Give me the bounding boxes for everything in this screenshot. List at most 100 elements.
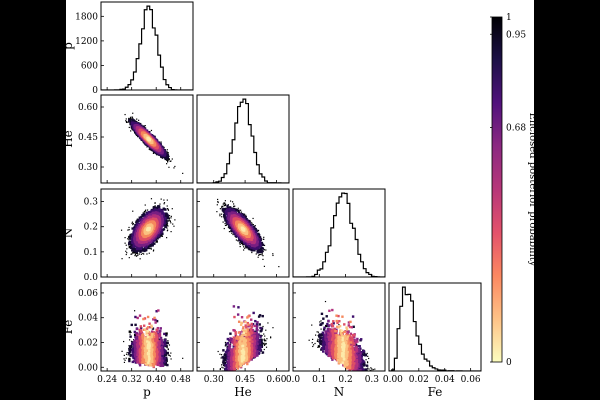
density-point xyxy=(224,222,226,225)
density-point xyxy=(136,118,138,120)
density-point xyxy=(138,219,142,223)
density-point xyxy=(137,252,139,254)
density-point xyxy=(171,158,173,160)
density-point xyxy=(232,210,236,213)
density-point xyxy=(125,244,127,246)
density-point xyxy=(170,160,172,162)
density-point xyxy=(272,254,274,257)
y-tick-label: 0 xyxy=(92,86,98,96)
density-point xyxy=(257,233,261,237)
density-point xyxy=(231,232,233,234)
density-point xyxy=(132,129,134,131)
density-point xyxy=(221,213,223,215)
density-point xyxy=(231,201,234,203)
density-point xyxy=(222,203,224,205)
density-point xyxy=(159,203,161,205)
density-point xyxy=(237,209,240,213)
y-tick-label: 0.30 xyxy=(78,163,98,173)
density-point xyxy=(146,209,149,211)
density-point xyxy=(244,215,247,219)
density-point xyxy=(168,158,170,161)
density-point xyxy=(161,209,164,213)
density-point xyxy=(163,146,165,148)
density-point xyxy=(242,246,245,248)
density-point xyxy=(125,118,127,120)
density-point xyxy=(245,214,247,216)
panel-frame xyxy=(100,94,194,184)
density-point xyxy=(216,204,218,206)
density-point xyxy=(260,253,262,256)
density-point xyxy=(260,250,263,253)
density-point xyxy=(127,120,130,123)
density-point xyxy=(163,207,166,211)
density-point xyxy=(163,199,165,201)
density-point xyxy=(170,222,172,224)
density-point xyxy=(134,242,137,245)
density-point xyxy=(219,213,221,215)
density-point xyxy=(168,158,170,160)
density-point xyxy=(249,245,252,248)
density-point xyxy=(166,149,168,151)
density-point xyxy=(133,240,137,244)
density-point xyxy=(170,215,172,217)
density-point xyxy=(147,137,150,141)
density-point xyxy=(166,199,168,201)
density-point xyxy=(138,119,140,121)
density-point xyxy=(131,227,134,230)
density-point xyxy=(136,227,139,231)
density-point xyxy=(224,202,226,204)
density-point xyxy=(243,249,245,251)
density-point xyxy=(237,240,239,242)
density-point xyxy=(146,253,148,255)
panel-He-He xyxy=(196,94,290,184)
density-point xyxy=(136,219,138,221)
density-point xyxy=(150,129,153,132)
density-point xyxy=(140,215,143,219)
density-point xyxy=(251,222,253,224)
density-point xyxy=(229,200,232,202)
density-point xyxy=(226,206,230,210)
density-point xyxy=(130,253,132,255)
panel-frame xyxy=(100,1,194,91)
density-point xyxy=(171,208,173,210)
density-point xyxy=(157,235,160,238)
density-point xyxy=(140,253,143,255)
density-point xyxy=(128,257,130,259)
density-point xyxy=(234,205,236,207)
density-point xyxy=(144,210,146,212)
y-tick-label: 0.3 xyxy=(84,198,99,208)
density-point xyxy=(167,229,169,231)
density-point xyxy=(223,207,226,211)
density-point xyxy=(238,242,241,244)
density-point xyxy=(128,126,130,129)
density-point xyxy=(130,118,132,120)
density-point xyxy=(170,231,172,233)
density-point xyxy=(165,223,168,227)
density-point xyxy=(223,216,227,220)
density-point xyxy=(217,201,219,204)
density-point xyxy=(272,253,274,255)
density-point xyxy=(136,226,140,229)
density-point xyxy=(254,231,257,234)
density-point xyxy=(163,223,166,227)
density-point xyxy=(263,244,266,247)
y-tick-label: 1800 xyxy=(75,12,98,22)
density-point xyxy=(258,232,260,234)
density-point xyxy=(168,218,170,220)
density-point xyxy=(245,218,248,221)
density-point xyxy=(232,233,234,236)
density-point xyxy=(240,209,242,211)
density-point xyxy=(151,241,155,245)
density-point xyxy=(182,172,184,174)
density-point xyxy=(127,121,129,123)
density-point xyxy=(131,116,133,118)
density-point xyxy=(160,213,163,216)
density-point xyxy=(259,248,262,251)
density-point xyxy=(239,245,241,248)
density-point xyxy=(225,220,228,224)
density-point xyxy=(120,229,123,231)
density-point xyxy=(142,248,146,251)
density-point xyxy=(261,254,263,256)
panels: 0600120018000.300.450.600.00.10.20.30.24… xyxy=(61,1,482,399)
density-point xyxy=(142,252,144,255)
